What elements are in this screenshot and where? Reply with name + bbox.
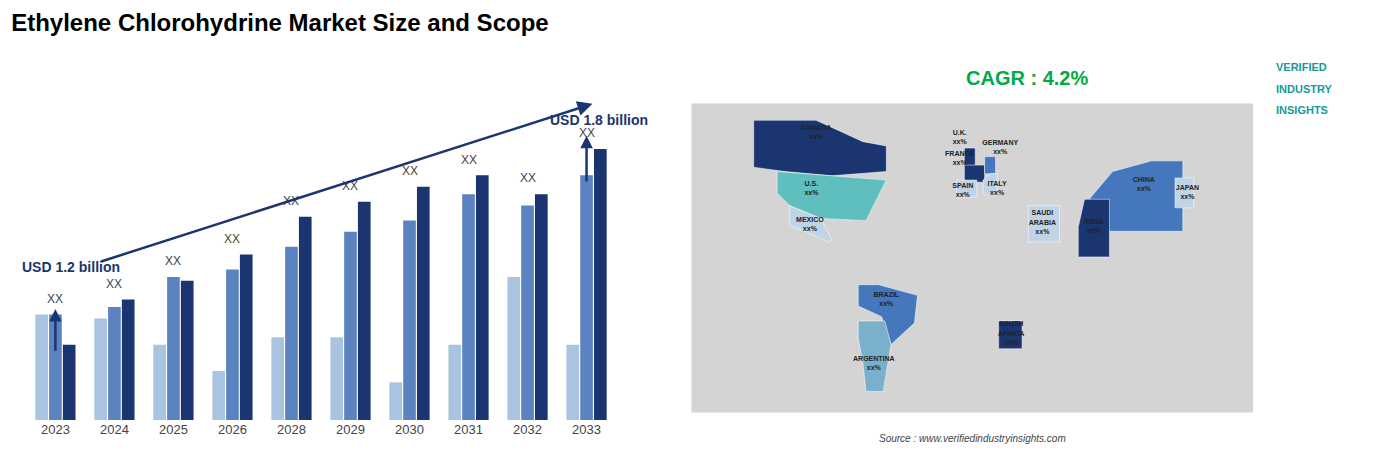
svg-text:XX: XX — [461, 153, 477, 167]
svg-text:U.K.xx%: U.K.xx% — [953, 129, 968, 145]
svg-text:U.S.xx%: U.S.xx% — [804, 180, 819, 196]
svg-text:MEXICOxx%: MEXICOxx% — [796, 216, 824, 232]
svg-text:CANADAxx%: CANADAxx% — [801, 124, 831, 140]
svg-text:BRAZILxx%: BRAZILxx% — [873, 291, 899, 307]
svg-text:XX: XX — [520, 171, 536, 185]
svg-text:VERIFIED: VERIFIED — [1276, 61, 1327, 73]
svg-text:ARGENTINAxx%: ARGENTINAxx% — [853, 355, 895, 371]
svg-text:XX: XX — [165, 254, 181, 268]
svg-text:SAUDIARABIAxx%: SAUDIARABIAxx% — [1029, 209, 1056, 234]
svg-text:2033: 2033 — [572, 422, 601, 437]
svg-text:2030: 2030 — [395, 422, 424, 437]
svg-text:INDIAxx%: INDIAxx% — [1084, 218, 1103, 234]
svg-text:INSIGHTS: INSIGHTS — [1276, 104, 1328, 116]
svg-text:2031: 2031 — [454, 422, 483, 437]
svg-text:2028: 2028 — [277, 422, 306, 437]
svg-text:INDUSTRY: INDUSTRY — [1276, 83, 1332, 95]
svg-text:JAPANxx%: JAPANxx% — [1176, 184, 1199, 200]
svg-text:GERMANYxx%: GERMANYxx% — [982, 139, 1018, 155]
svg-text:Ethylene Chlorohydrine Market: Ethylene Chlorohydrine Market Size and S… — [11, 9, 548, 36]
svg-text:2026: 2026 — [218, 422, 247, 437]
svg-text:SPAINxx%: SPAINxx% — [952, 182, 973, 198]
svg-text:2025: 2025 — [159, 422, 188, 437]
svg-text:CAGR : 4.2%: CAGR : 4.2% — [966, 67, 1088, 89]
svg-text:XX: XX — [47, 292, 63, 306]
svg-text:USD 1.2 billion: USD 1.2 billion — [22, 259, 120, 275]
svg-text:XX: XX — [579, 126, 595, 140]
svg-text:XX: XX — [283, 194, 299, 208]
svg-text:XX: XX — [224, 232, 240, 246]
svg-text:2032: 2032 — [513, 422, 542, 437]
svg-text:XX: XX — [106, 277, 122, 291]
svg-text:ITALYxx%: ITALYxx% — [988, 180, 1007, 196]
svg-text:XX: XX — [402, 164, 418, 178]
svg-text:SOUTHAFRICAxx%: SOUTHAFRICAxx% — [998, 320, 1024, 345]
svg-text:2024: 2024 — [100, 422, 129, 437]
svg-text:2029: 2029 — [336, 422, 365, 437]
svg-text:XX: XX — [342, 179, 358, 193]
svg-text:Source : www.verifiedindustryi: Source : www.verifiedindustryinsights.co… — [879, 433, 1066, 444]
svg-text:FRANCExx%: FRANCExx% — [945, 150, 974, 166]
svg-text:CHINAxx%: CHINAxx% — [1133, 176, 1155, 192]
svg-text:USD 1.8 billion: USD 1.8 billion — [550, 112, 648, 128]
svg-text:2023: 2023 — [41, 422, 70, 437]
